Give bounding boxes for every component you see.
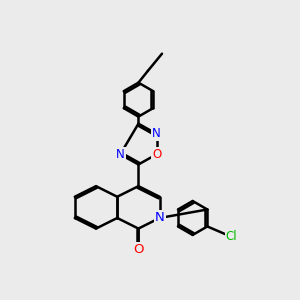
Text: O: O	[133, 243, 144, 256]
Text: N: N	[155, 212, 164, 224]
Text: N: N	[116, 148, 125, 161]
Text: Cl: Cl	[226, 230, 237, 243]
Text: N: N	[152, 127, 161, 140]
Text: O: O	[152, 148, 161, 161]
